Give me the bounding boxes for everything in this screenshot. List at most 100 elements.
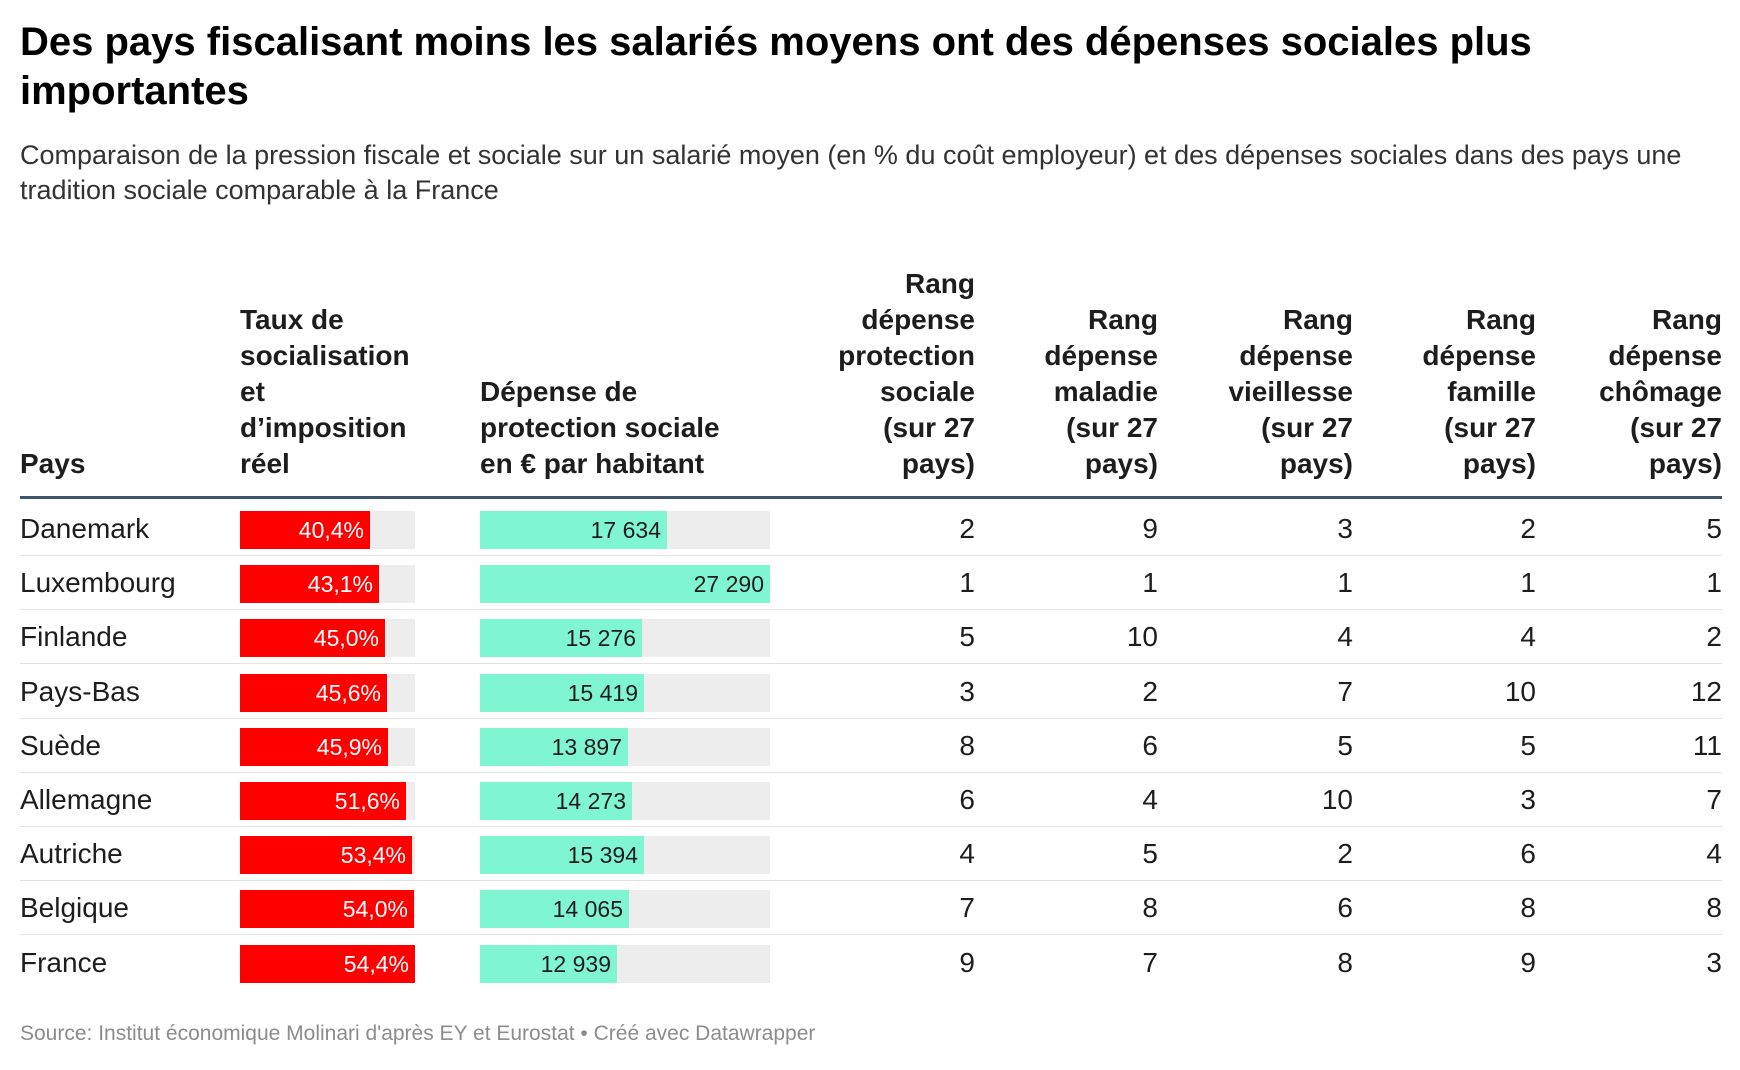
rank-famille: 1 <box>1520 567 1536 599</box>
header-line: (sur 27 <box>1630 412 1722 443</box>
spend-label: 17 634 <box>590 517 661 543</box>
spend-bar-track: 15 419 <box>480 673 770 712</box>
spend-label: 15 394 <box>567 842 638 869</box>
rank-maladie: 5 <box>1142 838 1158 870</box>
header-line: Rang <box>1466 304 1536 335</box>
rank-protection: 5 <box>959 621 975 653</box>
header-line: dépense <box>1608 340 1722 371</box>
column-header-depense: Dépense de protection sociale en € par hab… <box>480 250 770 482</box>
country-name: Danemark <box>20 513 150 544</box>
table-row: France 54,4% 12 939 9 7 8 9 3 <box>20 936 1722 990</box>
rank-chomage: 2 <box>1706 621 1722 653</box>
rank-maladie: 9 <box>1142 513 1158 544</box>
header-line: Rang <box>905 268 975 299</box>
spend-bar-track: 14 065 <box>480 890 770 929</box>
header-rule <box>20 496 1722 499</box>
rate-label: 54,4% <box>343 950 409 977</box>
rank-chomage: 1 <box>1706 567 1722 599</box>
spend-label: 27 290 <box>693 571 764 598</box>
spend-bar <box>480 782 632 820</box>
header-line: et <box>240 376 265 407</box>
header-line: (sur 27 <box>1066 412 1158 443</box>
rate-bar-track: 54,4% <box>240 944 415 983</box>
header-line: famille <box>1447 376 1536 407</box>
chart-title: Des pays fiscalisant moins les salariés … <box>20 20 1532 113</box>
header-line: dépense <box>1239 340 1353 371</box>
rank-protection: 9 <box>959 946 975 978</box>
rate-bar-track: 45,9% <box>240 727 415 766</box>
rank-chomage: 7 <box>1706 784 1722 815</box>
rank-chomage: 12 <box>1690 675 1722 707</box>
header-line: maladie <box>1053 376 1158 407</box>
header-line: dépense <box>861 304 975 335</box>
rank-famille: 10 <box>1504 675 1536 707</box>
source-note: Source: Institut économique Molinari d'a… <box>20 1022 816 1045</box>
row-divider <box>20 826 1722 827</box>
spend-bar <box>480 836 644 875</box>
spend-label: 14 065 <box>552 896 623 923</box>
rank-vieillesse: 8 <box>1337 946 1353 978</box>
country-name: Luxembourg <box>20 567 176 599</box>
rate-bar <box>240 673 387 712</box>
rank-protection: 6 <box>959 784 975 815</box>
rank-protection: 7 <box>959 892 975 924</box>
rate-bar <box>240 890 414 929</box>
spend-bar-track: 15 276 <box>480 619 770 658</box>
rank-vieillesse: 1 <box>1337 567 1353 599</box>
header-line: (sur 27 <box>883 412 975 443</box>
rank-chomage: 8 <box>1706 892 1722 924</box>
rank-vieillesse: 7 <box>1337 675 1353 707</box>
rank-protection: 2 <box>959 513 975 544</box>
rank-famille: 8 <box>1520 892 1536 924</box>
rank-vieillesse: 10 <box>1321 784 1353 815</box>
rate-label: 43,1% <box>307 571 373 598</box>
country-name: Autriche <box>20 838 123 870</box>
column-header-rang-maladie: Rang dépense maladie (sur 27 pays) <box>990 250 1158 482</box>
header-line: protection <box>838 340 975 371</box>
row-divider <box>20 555 1722 556</box>
table-row: Autriche 53,4% 15 394 4 5 2 6 4 <box>20 827 1722 882</box>
table-row: Allemagne 51,6% 14 273 6 4 10 3 7 <box>20 773 1722 827</box>
rate-bar-track: 43,1% <box>240 565 415 604</box>
rate-bar <box>240 619 385 658</box>
rate-label: 45,0% <box>313 625 379 652</box>
rank-protection: 3 <box>959 675 975 707</box>
rank-famille: 6 <box>1520 838 1536 870</box>
rank-protection: 4 <box>959 838 975 870</box>
header-line: pays) <box>1648 448 1722 479</box>
column-header-pays: Pays <box>20 250 190 482</box>
spend-label: 12 939 <box>540 950 611 977</box>
spend-label: 15 276 <box>565 625 636 652</box>
country-name: Belgique <box>20 892 129 924</box>
row-divider <box>20 880 1722 882</box>
table-row: Danemark 40,4% 17 634 2 9 3 2 5 <box>20 502 1722 556</box>
rank-chomage: 4 <box>1706 838 1722 870</box>
spend-bar <box>480 619 642 658</box>
row-divider <box>20 717 1722 719</box>
rate-bar <box>240 511 370 549</box>
rank-famille: 2 <box>1520 513 1536 544</box>
rank-chomage: 5 <box>1706 513 1722 544</box>
rate-bar <box>240 836 412 875</box>
rate-label: 51,6% <box>334 788 400 814</box>
rank-maladie: 10 <box>1126 621 1158 653</box>
header-line: vieillesse <box>1228 376 1353 407</box>
rank-maladie: 4 <box>1142 784 1158 815</box>
header-line: Dépense de <box>480 376 638 407</box>
rank-vieillesse: 3 <box>1337 513 1353 544</box>
spend-bar-track: 15 394 <box>480 836 770 875</box>
rate-bar <box>240 727 388 766</box>
header-line: socialisation <box>240 340 410 371</box>
rate-bar-track: 45,0% <box>240 619 415 658</box>
table-row: Belgique 54,0% 14 065 7 8 6 8 8 <box>20 881 1722 936</box>
spend-label: 14 273 <box>555 788 626 814</box>
rate-bar-track: 51,6% <box>240 782 415 820</box>
spend-bar <box>480 565 770 604</box>
country-name: France <box>20 946 108 978</box>
rank-protection: 1 <box>959 567 975 599</box>
rate-bar-track: 45,6% <box>240 673 415 712</box>
rank-famille: 4 <box>1520 621 1536 653</box>
rank-famille: 3 <box>1520 784 1536 815</box>
rank-maladie: 2 <box>1142 675 1158 707</box>
